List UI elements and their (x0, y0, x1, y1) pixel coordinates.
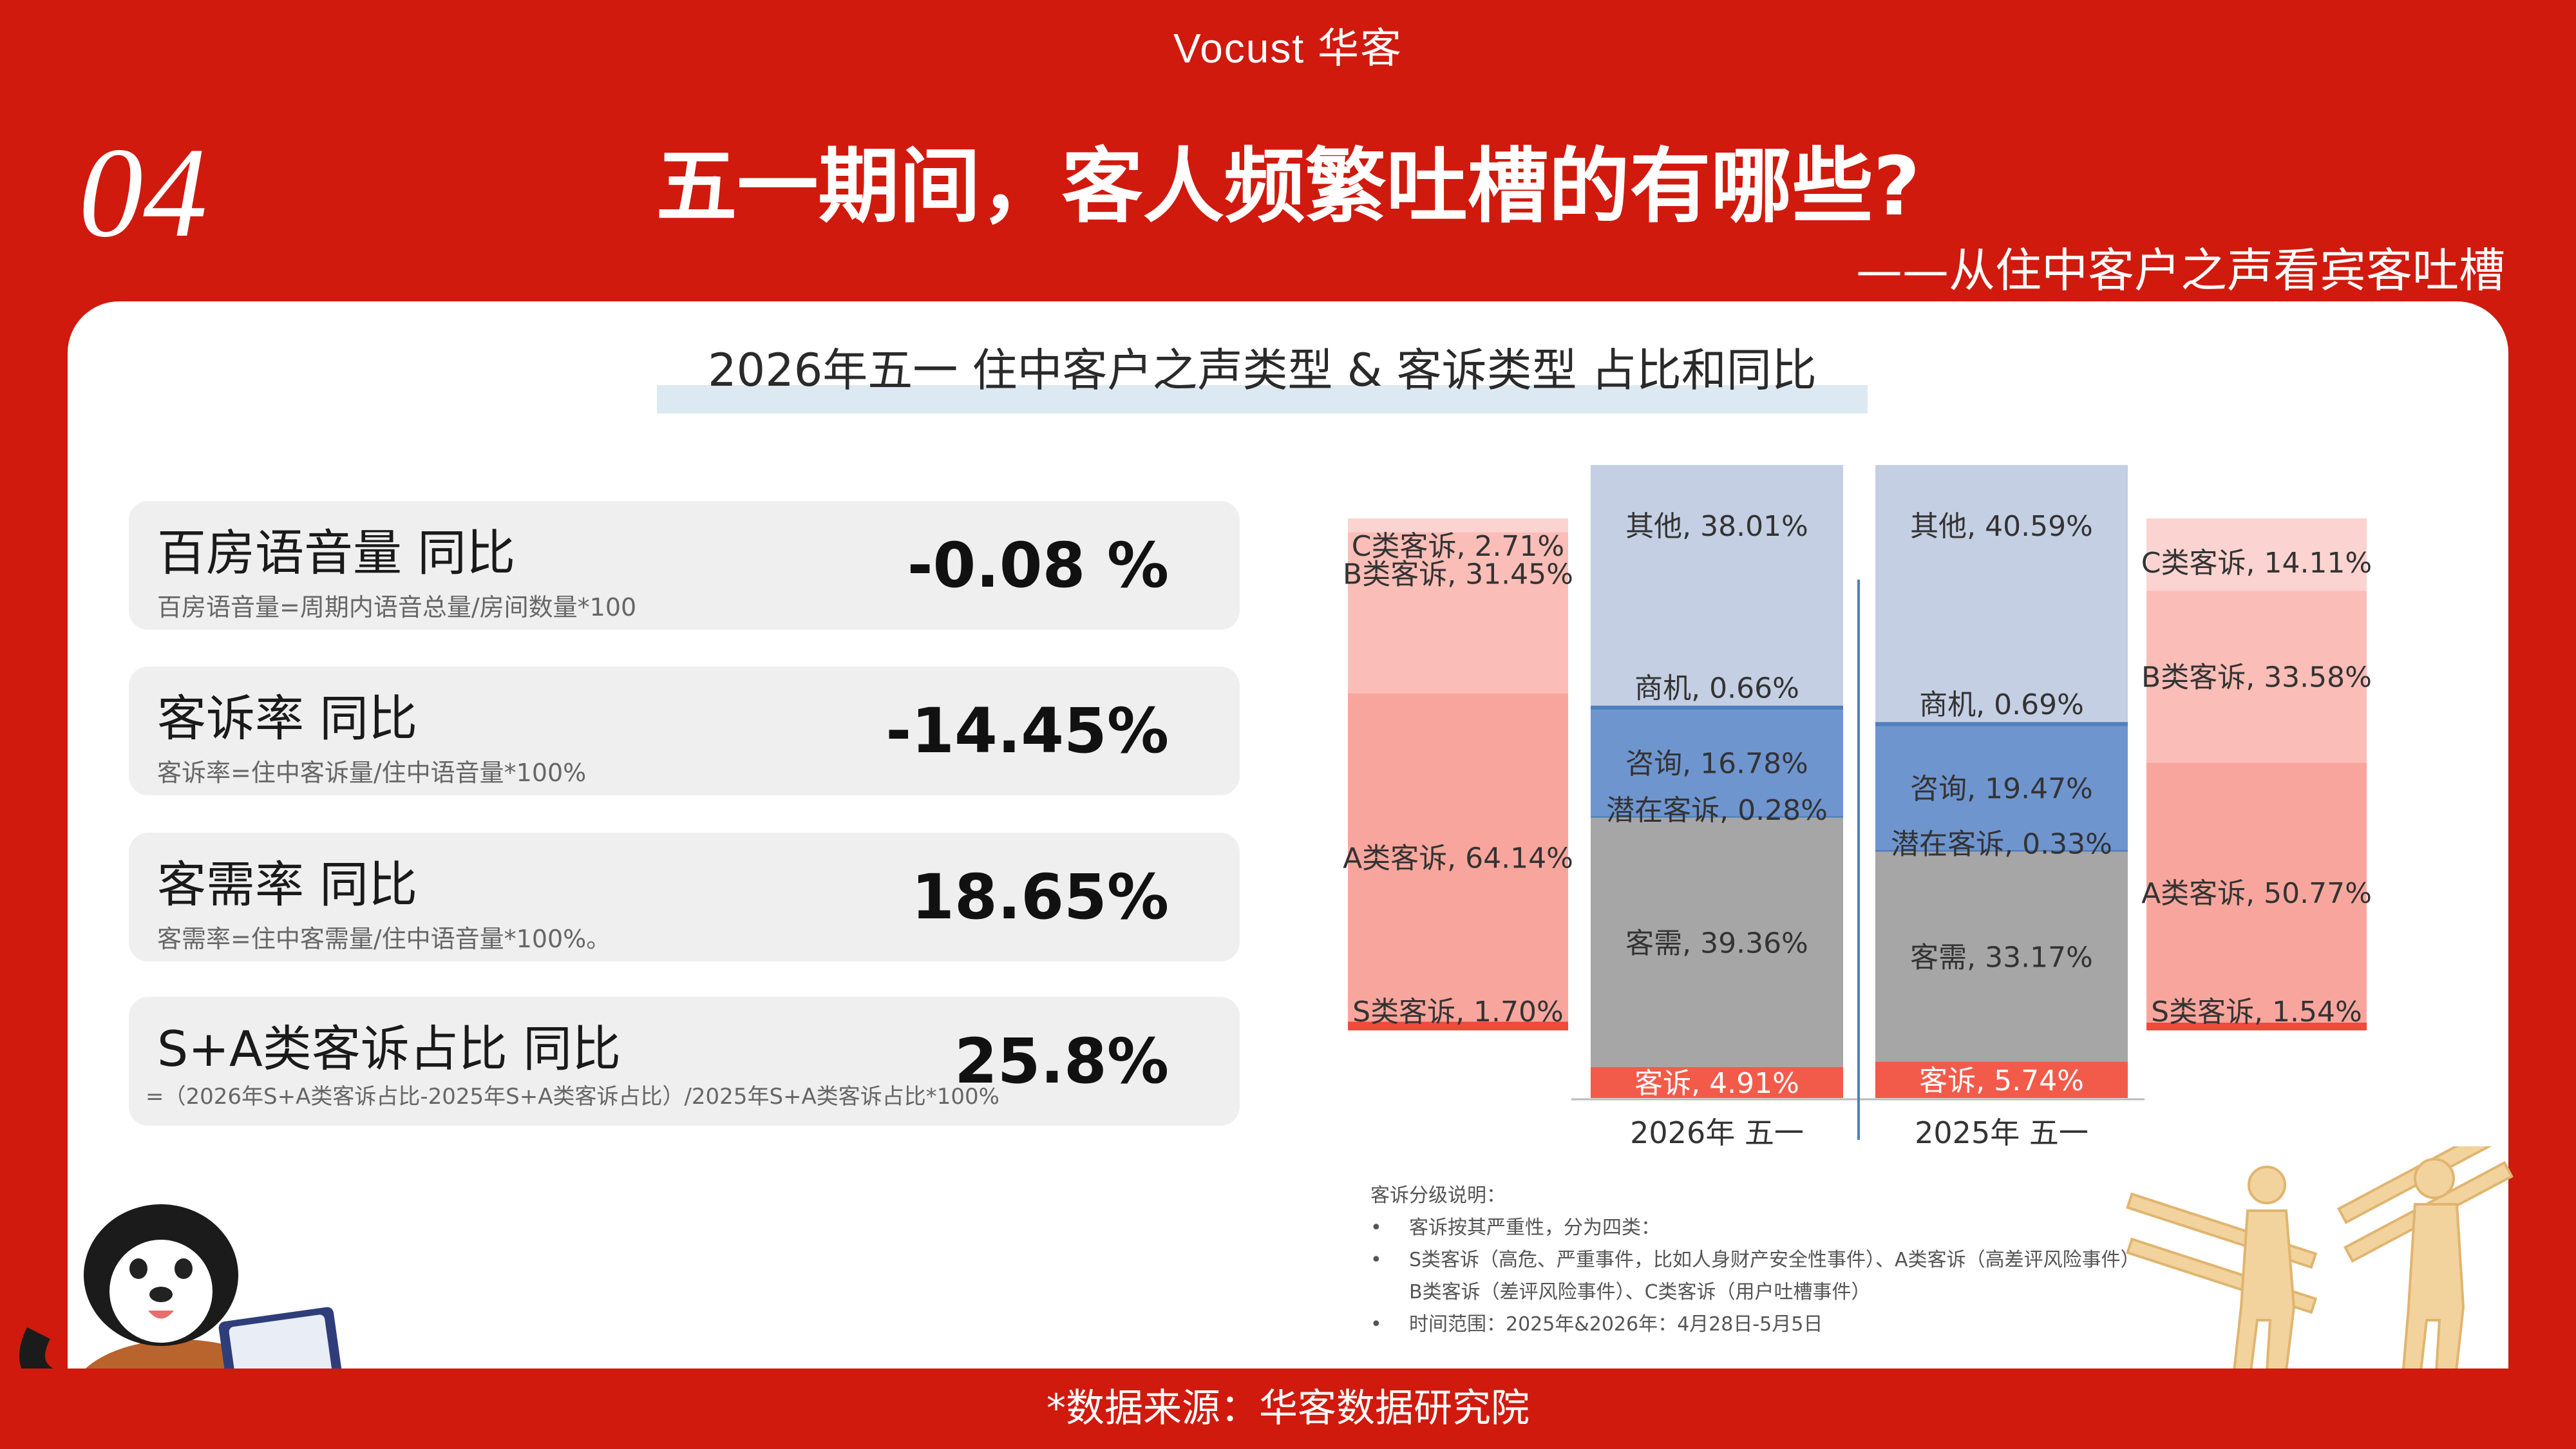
data-label: A类客诉, 64.14% (1343, 842, 1573, 875)
category-label: 2025年 五一 (1915, 1115, 2088, 1150)
data-label: S类客诉, 1.70% (1352, 996, 1564, 1028)
data-label: B类客诉, 33.58% (2141, 661, 2372, 694)
data-label: 客需, 39.36% (1625, 927, 1808, 960)
bar-segment (1875, 849, 2128, 852)
bar-segment (1875, 851, 2128, 1062)
data-label: 其他, 40.59% (1910, 510, 2093, 543)
category-label: 2026年 五一 (1630, 1115, 1804, 1150)
kpi-formula: 客需率=住中客需量/住中语音量*100%。 (157, 925, 611, 953)
bar-segment (2146, 762, 2367, 1023)
bar-segment (1348, 1021, 1568, 1030)
bar-segment (1348, 518, 1568, 533)
data-label: B类客诉, 31.45% (1343, 558, 1573, 591)
bar-segment (2146, 1022, 2367, 1030)
data-label: A类客诉, 50.77% (2141, 877, 2372, 910)
bar-segment (1875, 722, 2128, 726)
data-label: 咨询, 19.47% (1910, 773, 2093, 806)
kpi-formula: 百房语音量=周期内语音总量/房间数量*100 (157, 593, 637, 621)
data-source-footer: *数据来源：华客数据研究院 (0, 1368, 2576, 1449)
kpi-card-voice-volume: 百房语音量 同比 百房语音量=周期内语音总量/房间数量*100 -0.08 % (129, 501, 1240, 630)
bar-segment (1875, 726, 2128, 850)
bar-segment (1875, 465, 2128, 723)
notes-item: • 时间范围：2025年&2026年：4月28日-5月5日 (1370, 1313, 1823, 1336)
kpi-label: 客需率 同比 (157, 856, 418, 913)
kpi-card-demand-rate: 客需率 同比 客需率=住中客需量/住中语音量*100%。 18.65% (129, 833, 1240, 961)
data-label: S类客诉, 1.54% (2151, 996, 2362, 1028)
kpi-label: S+A类客诉占比 同比 (157, 1020, 621, 1077)
bar-segment (1875, 1061, 2128, 1098)
chart-title: 2026年五一 住中客户之声类型 & 客诉类型 占比和同比 (708, 344, 1817, 397)
bar-segment (1348, 532, 1568, 694)
kpi-value: -14.45% (886, 695, 1169, 767)
bar-segment (1591, 705, 1843, 710)
kpi-label: 百房语音量 同比 (157, 524, 516, 582)
bar-segment (1591, 1066, 1843, 1098)
complaint-grading-notes: 客诉分级说明： • 客诉按其严重性，分为四类： • S类客诉（高危、严重事件，比如人… (1370, 1180, 2140, 1341)
chart-title-highlight (657, 385, 1868, 413)
data-label: 潜在客诉, 0.33% (1891, 828, 2112, 860)
notes-item: • 客诉按其严重性，分为四类： (1370, 1217, 1660, 1239)
data-label: 客需, 33.17% (1910, 942, 2093, 974)
bar-segment (2146, 591, 2367, 763)
notes-item: B类客诉（差评风险事件）、C类客诉（用户吐槽事件） (1409, 1281, 1871, 1303)
bar-segment (1591, 817, 1843, 1067)
kpi-value: 25.8% (954, 1025, 1169, 1097)
data-label: 客诉, 4.91% (1634, 1067, 1799, 1100)
bar-segment (1591, 710, 1843, 817)
kpi-formula: 客诉率=住中客诉量/住中语音量*100% (157, 759, 587, 787)
data-label: 商机, 0.69% (1919, 688, 2084, 721)
data-label: 客诉, 5.74% (1919, 1065, 2084, 1097)
bar-segment (1348, 693, 1568, 1022)
kpi-label: 客诉率 同比 (157, 690, 418, 747)
workers-with-ladders-illustration (2126, 1146, 2514, 1425)
data-label: 潜在客诉, 0.28% (1606, 794, 1828, 827)
kpi-value: 18.65% (911, 861, 1169, 933)
bar-segment (1591, 816, 1843, 818)
data-label: 其他, 38.01% (1625, 510, 1808, 543)
vocust-logo: Vocust 华客 (1173, 25, 1403, 71)
data-label: 咨询, 16.78% (1625, 748, 1808, 781)
kpi-card-complaint-rate: 客诉率 同比 客诉率=住中客诉量/住中语音量*100% -14.45% (129, 667, 1240, 795)
page-subtitle: ——从住中客户之声看宾客吐槽 (1855, 243, 2505, 298)
bar-segment (2146, 518, 2367, 591)
bar-segment (1591, 465, 1843, 706)
kpi-value: -0.08 % (907, 529, 1169, 601)
kpi-card-sa-complaint-share: S+A类客诉占比 同比 =（2026年S+A类客诉占比-2025年S+A类客诉占… (129, 997, 1240, 1126)
notes-item: • S类客诉（高危、严重事件，比如人身财产安全性事件）、A类客诉（高差评风险事件） (1370, 1249, 2140, 1271)
data-label: C类客诉, 14.11% (2141, 547, 2372, 580)
kpi-formula: =（2026年S+A类客诉占比-2025年S+A类客诉占比）/2025年S+A类… (146, 1084, 999, 1110)
data-label: C类客诉, 2.71% (1352, 530, 1564, 563)
data-label: 商机, 0.66% (1634, 672, 1799, 705)
page-title: 五一期间，客人频繁吐槽的有哪些? (656, 139, 1920, 234)
section-number: 04 (79, 122, 207, 264)
notes-title: 客诉分级说明： (1370, 1184, 1506, 1207)
